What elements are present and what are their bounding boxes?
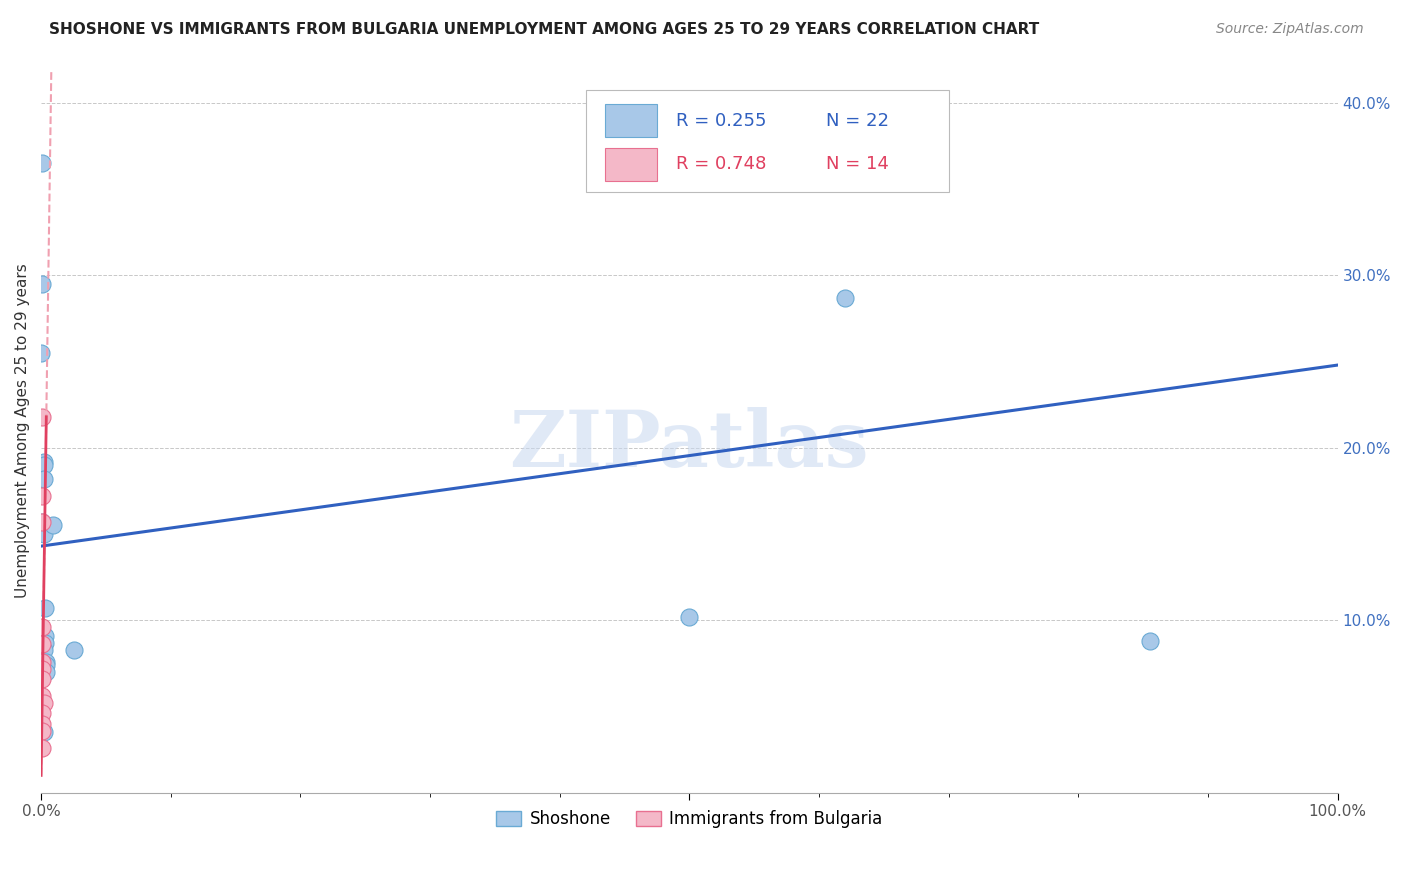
Point [35,655,58,669]
Point [31,723,53,738]
Point [31,655,53,669]
Point [35,665,58,679]
Point [1139,634,1161,648]
Point [31,706,53,721]
Text: SHOSHONE VS IMMIGRANTS FROM BULGARIA UNEMPLOYMENT AMONG AGES 25 TO 29 YEARS CORR: SHOSHONE VS IMMIGRANTS FROM BULGARIA UNE… [49,22,1039,37]
Point [32,458,55,472]
Point [32,472,55,486]
Point [34,601,56,615]
Point [31,156,53,170]
Point [32,725,55,739]
Point [35,658,58,673]
Point [34,629,56,643]
FancyBboxPatch shape [605,104,657,137]
Point [31,620,53,634]
Text: N = 14: N = 14 [825,155,889,173]
Point [31,723,53,738]
Point [834,291,856,305]
Point [31,740,53,755]
Point [31,716,53,731]
Text: N = 22: N = 22 [825,112,889,129]
Point [32,527,55,541]
Text: R = 0.748: R = 0.748 [676,155,766,173]
Y-axis label: Unemployment Among Ages 25 to 29 years: Unemployment Among Ages 25 to 29 years [15,263,30,598]
Point [31,637,53,651]
Point [31,489,53,503]
Point [34,635,56,649]
FancyBboxPatch shape [586,90,949,192]
Text: ZIPatlas: ZIPatlas [509,407,869,483]
Legend: Shoshone, Immigrants from Bulgaria: Shoshone, Immigrants from Bulgaria [489,804,889,835]
Point [30,346,52,360]
Point [31,689,53,703]
Point [31,409,53,424]
Point [32,642,55,657]
Point [31,515,53,529]
Point [31,515,53,529]
FancyBboxPatch shape [605,148,657,180]
Point [31,661,53,675]
Point [678,609,700,624]
Text: Source: ZipAtlas.com: Source: ZipAtlas.com [1216,22,1364,37]
Point [62,642,84,657]
Text: R = 0.255: R = 0.255 [676,112,766,129]
Point [32,455,55,469]
Point [31,672,53,686]
Point [42,518,65,533]
Point [32,696,55,710]
Point [31,277,53,291]
